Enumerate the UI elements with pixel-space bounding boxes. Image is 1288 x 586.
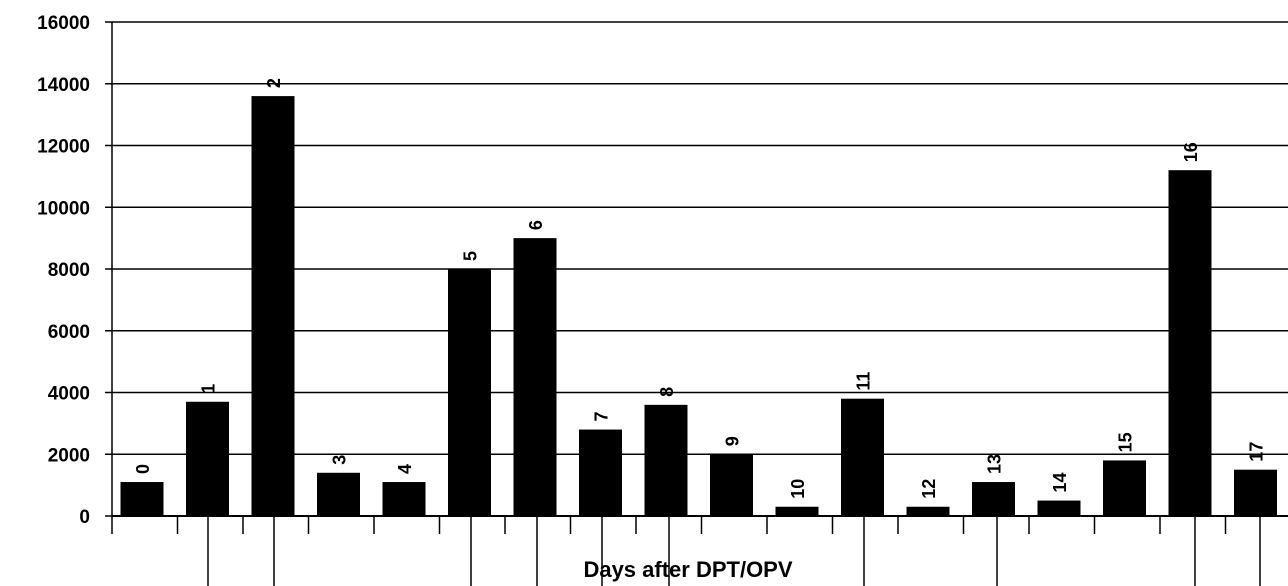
bar-label-4: 4 (395, 464, 415, 474)
bar-day-6 (513, 238, 557, 516)
bar-label-3: 3 (330, 455, 350, 465)
bars (120, 96, 1277, 516)
y-tick-label: 14000 (37, 75, 90, 96)
y-tick-label: 16000 (37, 13, 90, 34)
bar-label-15: 15 (1116, 432, 1136, 452)
y-tick-label: 6000 (48, 322, 90, 343)
y-tick-label: 2000 (48, 445, 90, 466)
bar-label-1: 1 (199, 384, 219, 394)
bar-day-13 (972, 482, 1015, 516)
bar-label-5: 5 (461, 251, 481, 261)
y-tick-label: 0 (79, 507, 90, 528)
bar-label-13: 13 (985, 454, 1005, 474)
bar-day-12 (906, 506, 950, 516)
bar-label-16: 16 (1181, 142, 1201, 162)
bar-day-10 (775, 506, 819, 516)
bar-label-9: 9 (723, 436, 743, 446)
bar-day-1 (186, 401, 229, 516)
bar-day-5 (448, 269, 491, 516)
bar-day-11 (841, 398, 884, 516)
x-axis (111, 515, 1288, 586)
y-tick-label: 8000 (48, 260, 90, 281)
bar-day-4 (382, 482, 426, 516)
bar-label-17: 17 (1247, 442, 1267, 462)
bar-day-14 (1037, 500, 1081, 516)
bar-label-12: 12 (919, 479, 939, 499)
y-tick-label: 12000 (37, 137, 90, 158)
bar-label-2: 2 (264, 78, 284, 88)
bar-day-8 (644, 404, 688, 516)
y-tick-label: 10000 (37, 198, 90, 219)
bar-day-2 (251, 96, 295, 516)
bar-label-8: 8 (657, 387, 677, 397)
bar-day-3 (317, 472, 360, 516)
gridlines (105, 21, 1288, 517)
bar-day-16 (1168, 170, 1212, 516)
bar-day-9 (710, 454, 753, 516)
x-axis-title: Days after DPT/OPV (583, 557, 792, 582)
y-axis-ticks: 0 2000 4000 6000 8000 10000 12000 14000 16000 (37, 13, 90, 528)
bar-day-17 (1234, 469, 1277, 516)
y-tick-label: 4000 (48, 384, 90, 405)
bar-day-0 (120, 482, 164, 516)
bar-label-11: 11 (854, 372, 874, 391)
bar-label-0: 0 (133, 464, 153, 474)
bar-label-7: 7 (592, 412, 612, 422)
bar-day-15 (1103, 460, 1146, 516)
bar-day-7 (579, 429, 622, 516)
bar-label-6: 6 (526, 220, 546, 230)
bar-label-10: 10 (788, 479, 808, 499)
bar-label-14: 14 (1050, 473, 1070, 493)
